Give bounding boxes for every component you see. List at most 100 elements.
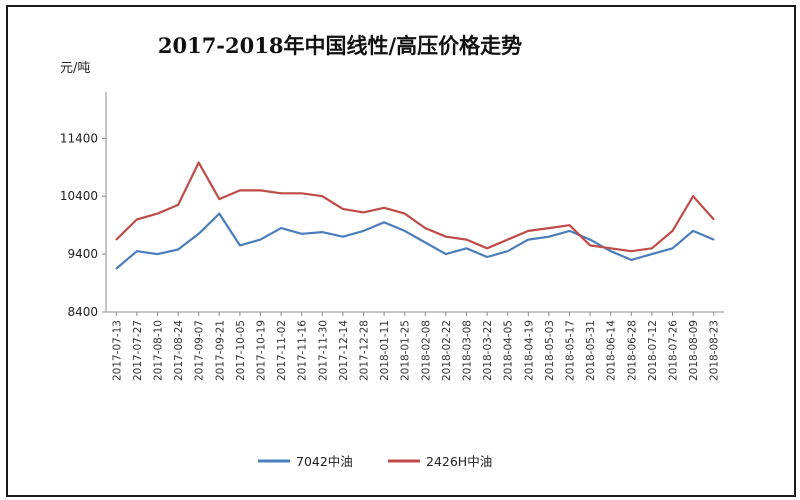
data-point — [568, 230, 571, 232]
legend: 7042中油 2426H中油 — [258, 454, 492, 469]
data-point — [362, 230, 365, 232]
x-tick-label: 2017-07-27 — [132, 320, 144, 381]
data-point — [197, 233, 200, 235]
data-point — [342, 235, 344, 238]
x-tick-label: 2018-07-26 — [668, 320, 680, 381]
x-tick-label: 2017-08-24 — [173, 320, 185, 381]
x-tick-label: 2018-03-08 — [462, 320, 474, 381]
data-point — [712, 238, 715, 241]
x-tick-label: 2018-07-12 — [647, 320, 659, 381]
series-line-0 — [115, 212, 715, 270]
x-tick-label: 2018-08-09 — [688, 320, 700, 381]
x-tick-label: 2017-10-19 — [256, 320, 268, 381]
x-tick-label: 2018-04-05 — [503, 320, 515, 381]
data-point — [239, 244, 241, 247]
data-point — [115, 267, 118, 270]
x-tick-label: 2018-05-03 — [544, 320, 556, 381]
series-lines — [115, 161, 715, 270]
data-point — [136, 250, 138, 252]
data-point — [630, 259, 633, 261]
data-point — [177, 204, 179, 206]
data-point — [280, 192, 282, 195]
data-point — [609, 250, 612, 252]
data-point — [280, 227, 282, 229]
x-tick-label: 2018-06-28 — [626, 320, 638, 381]
data-point — [136, 218, 138, 221]
data-point — [651, 253, 653, 255]
data-point — [424, 241, 427, 244]
data-point — [383, 207, 385, 209]
data-point — [403, 230, 406, 232]
data-point — [671, 230, 674, 232]
y-tick-label: 11400 — [60, 131, 98, 145]
data-point — [321, 231, 324, 233]
data-point — [692, 230, 694, 232]
x-tick-label: 2017-11-02 — [276, 320, 288, 381]
data-point — [383, 221, 385, 224]
data-point — [156, 253, 159, 255]
x-tick-label: 2018-04-19 — [523, 320, 535, 381]
data-point — [218, 212, 221, 215]
x-tick-label: 2017-11-16 — [297, 320, 309, 381]
y-tick-label: 9400 — [67, 247, 98, 261]
data-point — [362, 211, 365, 214]
data-point — [115, 238, 118, 241]
x-tick-label: 2018-01-11 — [379, 320, 391, 381]
x-tick-label: 2017-08-10 — [153, 320, 165, 381]
data-point — [321, 195, 324, 197]
data-point — [259, 238, 262, 241]
x-tick-label: 2017-12-28 — [359, 320, 371, 381]
x-tick-label: 2018-02-08 — [420, 320, 432, 381]
data-point — [300, 192, 303, 195]
data-point — [259, 189, 262, 192]
data-point — [589, 238, 591, 241]
x-tick-label: 2018-05-17 — [565, 320, 577, 381]
x-tick-label: 2018-08-23 — [709, 320, 721, 381]
x-tick-label: 2017-09-07 — [194, 320, 206, 381]
x-tick-label: 2018-05-31 — [585, 320, 597, 381]
data-point — [300, 233, 303, 235]
y-tick-label: 10400 — [60, 189, 98, 203]
y-tick-label: 8400 — [67, 305, 98, 319]
data-point — [465, 247, 468, 250]
data-point — [156, 212, 159, 215]
data-point — [177, 248, 179, 251]
data-point — [548, 227, 550, 229]
data-point — [403, 212, 406, 215]
data-point — [568, 224, 571, 226]
data-point — [218, 198, 221, 200]
data-point — [589, 244, 591, 247]
x-tick-label: 2018-02-22 — [441, 320, 453, 381]
data-point — [197, 161, 200, 164]
data-point — [548, 235, 550, 238]
x-tick-label: 2018-06-14 — [606, 320, 618, 381]
x-tick-label: 2018-03-22 — [482, 320, 494, 381]
data-point — [527, 230, 530, 232]
data-point — [445, 235, 447, 238]
data-point — [506, 250, 509, 252]
y-tick-labels: 8400 9400 10400 11400 — [60, 131, 106, 319]
data-point — [630, 250, 633, 252]
data-point — [692, 195, 694, 197]
x-tick-label: 2017-10-05 — [235, 320, 247, 381]
data-point — [342, 208, 344, 210]
data-point — [486, 247, 488, 250]
chart-title: 2017-2018年中国线性/高压价格走势 — [158, 33, 522, 58]
x-tick-label: 2018-01-25 — [400, 320, 412, 381]
data-point — [506, 238, 509, 241]
x-tick-label: 2017-11-30 — [317, 320, 329, 381]
data-point — [651, 247, 653, 250]
x-tick-labels: 2017-07-13 2017-07-27 2017-08-10 2017-08-24… — [111, 312, 721, 381]
data-point — [609, 247, 612, 250]
series-line-1 — [115, 161, 715, 253]
data-point — [712, 218, 715, 221]
data-point — [486, 256, 488, 258]
data-point — [239, 189, 241, 192]
legend-label-2426h: 2426H中油 — [426, 454, 492, 469]
axes — [105, 92, 724, 313]
x-tick-label: 2017-07-13 — [111, 320, 123, 381]
x-tick-label: 2017-09-21 — [214, 320, 226, 381]
legend-label-7042: 7042中油 — [296, 454, 353, 469]
x-tick-label: 2017-12-14 — [338, 320, 350, 381]
